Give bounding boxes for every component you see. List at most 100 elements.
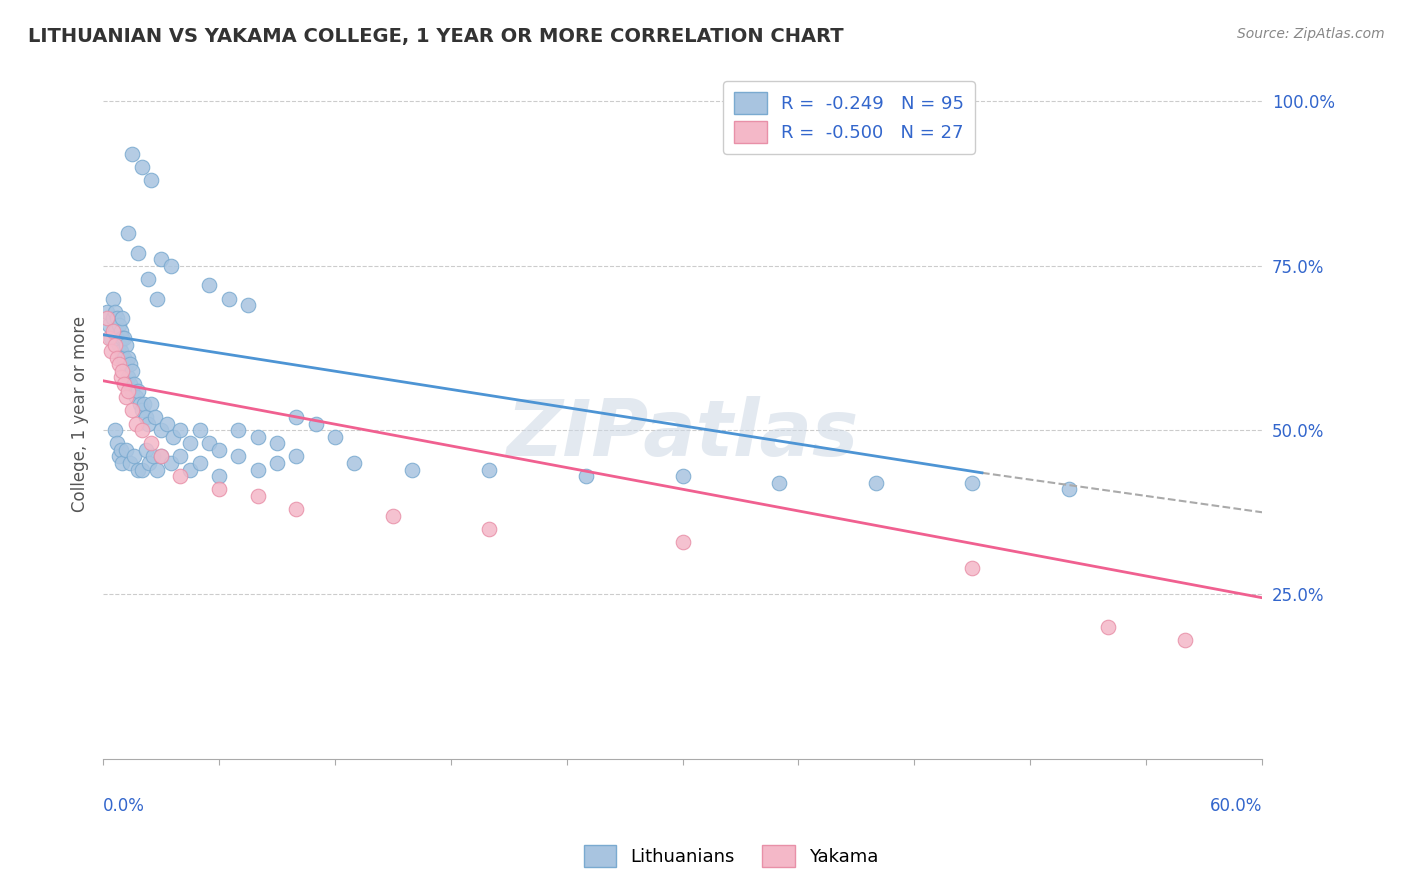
Point — [218, 292, 240, 306]
Point — [131, 403, 153, 417]
Text: LITHUANIAN VS YAKAMA COLLEGE, 1 YEAR OR MORE CORRELATION CHART: LITHUANIAN VS YAKAMA COLLEGE, 1 YEAR OR … — [28, 27, 844, 45]
Point — [117, 351, 139, 365]
Point — [188, 456, 211, 470]
Point — [117, 370, 139, 384]
Point — [112, 331, 135, 345]
Point — [169, 450, 191, 464]
Point — [159, 259, 181, 273]
Point — [156, 417, 179, 431]
Point — [125, 417, 148, 431]
Point — [115, 337, 138, 351]
Point — [266, 436, 288, 450]
Point — [107, 450, 129, 464]
Point — [120, 377, 142, 392]
Point — [478, 522, 501, 536]
Point — [96, 311, 118, 326]
Point — [1174, 633, 1197, 648]
Point — [478, 462, 501, 476]
Point — [142, 450, 165, 464]
Point — [1057, 482, 1080, 496]
Point — [141, 397, 163, 411]
Point — [146, 462, 169, 476]
Point — [110, 370, 132, 384]
Point — [381, 508, 404, 523]
Point — [208, 469, 231, 483]
Point — [111, 364, 134, 378]
Point — [962, 561, 984, 575]
Point — [962, 475, 984, 490]
Point — [266, 456, 288, 470]
Point — [101, 292, 124, 306]
Point — [96, 305, 118, 319]
Point — [135, 442, 157, 457]
Point — [768, 475, 790, 490]
Point — [228, 423, 250, 437]
Point — [135, 409, 157, 424]
Point — [107, 357, 129, 371]
Point — [150, 252, 173, 267]
Point — [401, 462, 423, 476]
Point — [117, 384, 139, 398]
Point — [671, 534, 693, 549]
Point — [188, 423, 211, 437]
Point — [169, 469, 191, 483]
Point — [122, 450, 145, 464]
Point — [285, 409, 308, 424]
Point — [122, 377, 145, 392]
Point — [104, 337, 127, 351]
Point — [246, 462, 269, 476]
Text: 60.0%: 60.0% — [1209, 797, 1263, 814]
Point — [162, 430, 184, 444]
Point — [131, 160, 153, 174]
Point — [138, 456, 160, 470]
Point — [323, 430, 346, 444]
Point — [100, 331, 122, 345]
Point — [136, 272, 159, 286]
Point — [115, 357, 138, 371]
Point — [136, 417, 159, 431]
Point — [111, 456, 134, 470]
Point — [121, 403, 143, 417]
Point — [111, 331, 134, 345]
Point — [110, 442, 132, 457]
Point — [107, 337, 129, 351]
Text: 0.0%: 0.0% — [103, 797, 145, 814]
Point — [131, 462, 153, 476]
Y-axis label: College, 1 year or more: College, 1 year or more — [72, 316, 89, 512]
Point — [198, 436, 221, 450]
Point — [117, 226, 139, 240]
Text: Source: ZipAtlas.com: Source: ZipAtlas.com — [1237, 27, 1385, 41]
Legend: R =  -0.249   N = 95, R =  -0.500   N = 27: R = -0.249 N = 95, R = -0.500 N = 27 — [723, 81, 974, 154]
Point — [236, 298, 259, 312]
Point — [120, 357, 142, 371]
Point — [141, 173, 163, 187]
Point — [105, 351, 128, 365]
Point — [107, 318, 129, 332]
Point — [143, 409, 166, 424]
Legend: Lithuanians, Yakama: Lithuanians, Yakama — [576, 838, 886, 874]
Point — [97, 331, 120, 345]
Point — [131, 423, 153, 437]
Point — [128, 397, 150, 411]
Point — [111, 351, 134, 365]
Point — [127, 384, 149, 398]
Point — [150, 450, 173, 464]
Point — [865, 475, 887, 490]
Point — [575, 469, 598, 483]
Point — [112, 377, 135, 392]
Point — [115, 442, 138, 457]
Point — [671, 469, 693, 483]
Point — [127, 462, 149, 476]
Point — [1097, 620, 1119, 634]
Point — [105, 331, 128, 345]
Point — [285, 502, 308, 516]
Point — [169, 423, 191, 437]
Point — [179, 436, 201, 450]
Point — [179, 462, 201, 476]
Point — [198, 278, 221, 293]
Point — [121, 364, 143, 378]
Text: ZIPatlas: ZIPatlas — [506, 396, 859, 473]
Point — [121, 147, 143, 161]
Point — [141, 436, 163, 450]
Point — [125, 390, 148, 404]
